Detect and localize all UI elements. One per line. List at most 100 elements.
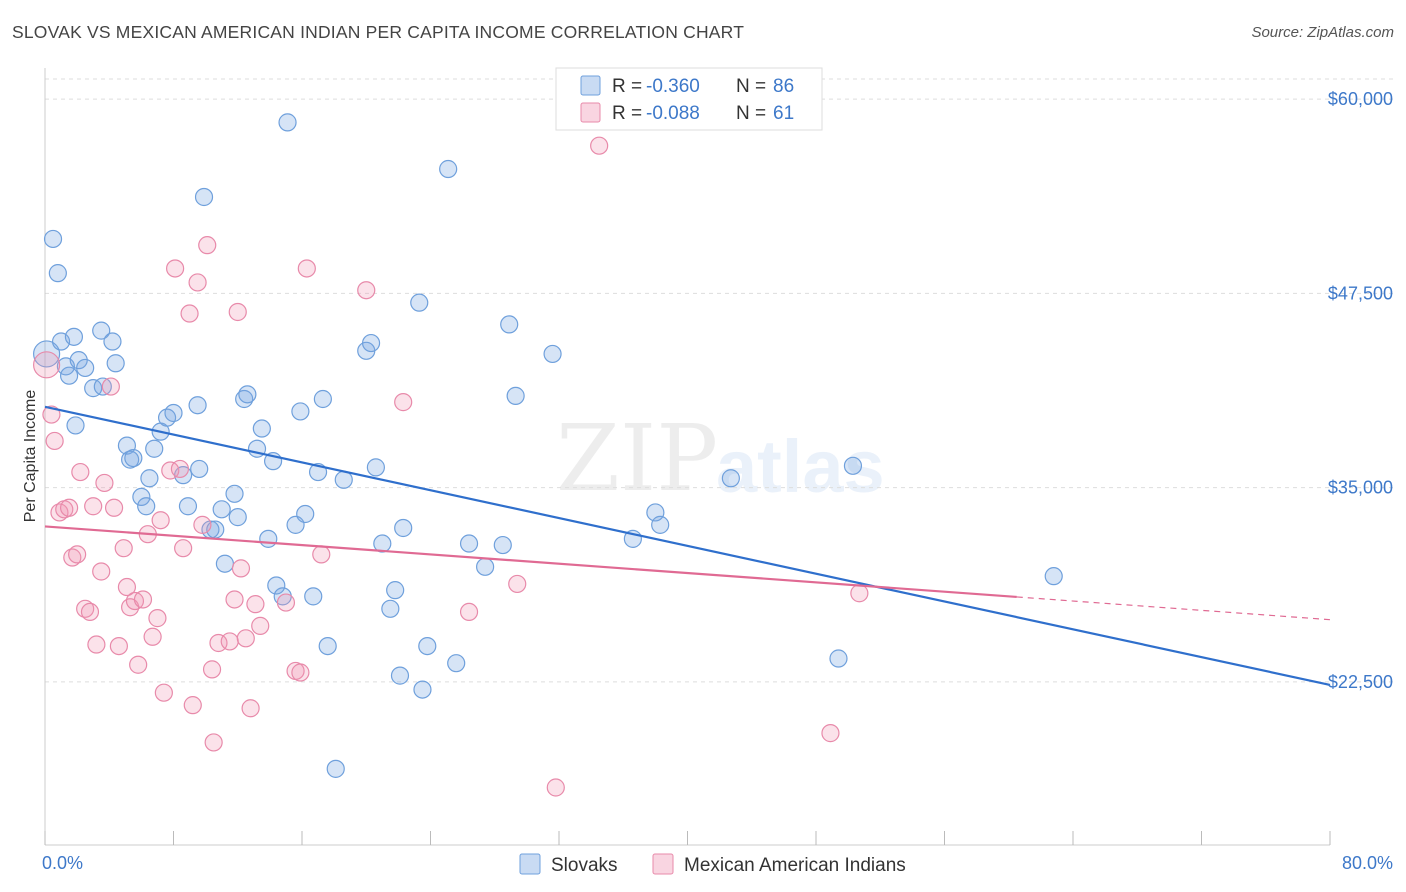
- slovak-point: [103, 332, 122, 351]
- mai-point: [204, 733, 223, 752]
- slovak-point: [215, 554, 234, 573]
- slovak-point: [145, 439, 164, 458]
- slovak-point: [413, 680, 432, 699]
- x-tick-label: 80.0%: [1342, 853, 1393, 873]
- slovak-point: [132, 487, 151, 507]
- legend-n-value-mai: 61: [773, 103, 794, 124]
- slovak-point: [334, 470, 353, 489]
- watermark-atlas: atlas: [716, 425, 885, 508]
- slovak-point: [361, 333, 381, 353]
- mai-point: [109, 636, 128, 656]
- mai-point: [101, 377, 120, 396]
- slovak-point: [721, 469, 740, 488]
- slovak-point: [278, 113, 297, 132]
- mai-point: [297, 259, 316, 278]
- slovak-point: [225, 484, 244, 503]
- bottom-legend-label-mai: Mexican American Indians: [684, 855, 906, 876]
- y-tick-label: $22,500: [1328, 672, 1393, 692]
- tick-labels: $22,500 $35,000 $47,500 $60,000 0.0% 80.0%: [42, 89, 1393, 873]
- bottom-legend-swatch-slovaks: [519, 853, 541, 875]
- mai-point: [220, 632, 239, 651]
- mai-point: [508, 574, 527, 594]
- slovak-point: [291, 402, 310, 421]
- legend-n-value-slovaks: 86: [773, 76, 794, 97]
- mai-point: [117, 577, 137, 597]
- mai-point: [188, 273, 207, 292]
- mai-point: [180, 304, 199, 323]
- slovak-point: [106, 354, 125, 373]
- slovak-point: [381, 599, 400, 618]
- slovak-point: [651, 515, 670, 534]
- mai-point: [241, 699, 260, 718]
- slovak-point: [493, 535, 512, 555]
- slovak-point: [843, 456, 863, 475]
- data-points: [33, 113, 1063, 797]
- mai-point: [45, 431, 64, 451]
- mai-point: [95, 473, 114, 493]
- mai-point: [850, 584, 869, 603]
- slovak-point: [447, 654, 466, 673]
- legend-n-label-mai: N =: [736, 103, 766, 124]
- slovak-point: [259, 529, 278, 548]
- slovak-point: [194, 187, 214, 207]
- slovak-point: [33, 340, 61, 368]
- x-tick-label: 0.0%: [42, 853, 83, 873]
- mai-point: [821, 724, 840, 743]
- bottom-legend: Slovaks Mexican American Indians: [519, 853, 906, 876]
- mai-point: [228, 302, 247, 322]
- legend-r-label-mai: R =: [612, 103, 642, 124]
- slovak-point: [43, 229, 63, 249]
- slovak-point: [373, 534, 392, 553]
- legend-swatch-slovaks: [580, 75, 601, 96]
- source-credit: Source: ZipAtlas.com: [1251, 24, 1394, 41]
- mai-point: [459, 602, 479, 622]
- mai-point: [50, 503, 69, 522]
- mai-point: [170, 459, 190, 479]
- slovak-point: [304, 587, 323, 606]
- mai-point: [33, 351, 61, 379]
- mai-point: [76, 599, 95, 618]
- mai-point: [143, 627, 162, 646]
- bottom-legend-label-slovaks: Slovaks: [551, 855, 618, 876]
- slovak-point: [140, 469, 159, 488]
- slovak-point: [390, 666, 410, 685]
- slovak-point: [212, 500, 231, 519]
- legend-n-label-slovaks: N =: [736, 76, 766, 97]
- mai-trend-line-extension: [1016, 596, 1331, 621]
- mai-trend-line: [44, 525, 1017, 599]
- slovak-point: [190, 459, 209, 479]
- mai-point: [63, 548, 82, 567]
- mai-point: [193, 515, 212, 534]
- mai-point: [166, 259, 185, 278]
- mai-point: [129, 655, 148, 674]
- slovak-point: [506, 386, 525, 405]
- grid-lines: [45, 78, 1395, 683]
- bottom-legend-swatch-mai: [652, 853, 674, 875]
- mai-point: [276, 593, 296, 612]
- slovak-point: [418, 636, 437, 656]
- slovak-point: [48, 264, 67, 283]
- mai-point: [42, 405, 61, 424]
- legend-swatch-mexican-american-indians: [580, 102, 601, 123]
- mai-point: [174, 539, 193, 558]
- mai-point: [92, 562, 111, 581]
- mai-point: [148, 609, 167, 628]
- slovak-point: [66, 416, 85, 435]
- mai-point: [231, 559, 251, 578]
- trend-lines: [44, 405, 1331, 687]
- slovak-point: [366, 458, 385, 477]
- slovak-point: [476, 557, 495, 576]
- slovak-point: [252, 419, 271, 438]
- y-tick-label: $35,000: [1328, 478, 1393, 498]
- y-axis-label: Per Capita Income: [22, 390, 39, 523]
- mai-point: [59, 498, 79, 517]
- slovak-point: [59, 366, 79, 385]
- slovak-point: [459, 534, 479, 553]
- mai-point: [202, 660, 222, 679]
- slovak-point: [64, 327, 84, 346]
- slovak-point: [124, 448, 143, 468]
- slovak-point: [164, 403, 183, 423]
- top-legend: R = -0.360 N = 86 R = -0.088 N = 61: [555, 67, 823, 131]
- slovak-point: [137, 497, 156, 516]
